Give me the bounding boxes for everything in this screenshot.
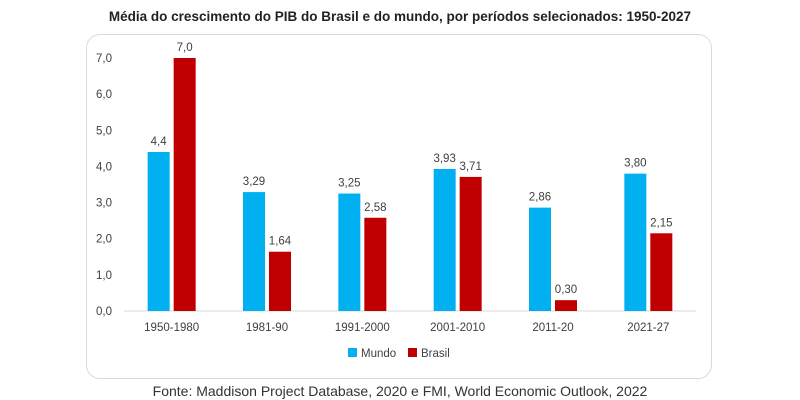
y-tick-label: 6,0 (96, 89, 112, 101)
bar-mundo (433, 168, 456, 311)
chart-title: Média do crescimento do PIB do Brasil e … (108, 9, 692, 24)
source-note: Fonte: Maddison Project Database, 2020 e… (152, 383, 648, 399)
x-tick-label: 2021-27 (627, 322, 669, 334)
legend-label: Mundo (361, 348, 396, 360)
y-tick-label: 2,0 (96, 234, 112, 246)
x-tick-label: 1991-2000 (335, 322, 390, 334)
legend-label: Brasil (421, 348, 450, 360)
y-tick-label: 4,0 (96, 161, 112, 173)
bar-brasil (459, 176, 482, 311)
data-label: 2,58 (364, 202, 386, 214)
bar-brasil (555, 300, 577, 311)
data-label: 3,80 (624, 158, 646, 170)
bar-mundo (147, 151, 170, 311)
data-label: 2,86 (529, 192, 551, 204)
data-label: 2,15 (650, 217, 672, 229)
data-label: 3,25 (338, 178, 360, 190)
data-label: 4,4 (151, 136, 168, 148)
bar-mundo (624, 173, 647, 311)
bar-brasil (269, 251, 291, 311)
bar-mundo (338, 193, 361, 311)
bar-brasil (173, 58, 196, 311)
data-label: 1,64 (269, 236, 292, 248)
y-tick-label: 7,0 (96, 53, 112, 65)
x-tick-label: 1950-1980 (144, 322, 199, 334)
bar-mundo (529, 207, 551, 311)
data-label: 3,29 (243, 176, 265, 188)
legend-swatch-mundo (348, 348, 357, 357)
y-tick-label: 5,0 (96, 125, 112, 137)
data-label: 7,0 (177, 42, 193, 54)
y-tick-label: 0,0 (96, 306, 112, 318)
legend-swatch-brasil (408, 348, 417, 357)
data-label: 3,71 (459, 161, 481, 173)
data-label: 0,30 (555, 284, 577, 296)
y-tick-label: 3,0 (96, 198, 112, 210)
x-tick-label: 1981-90 (246, 322, 288, 334)
data-label: 3,93 (433, 153, 455, 165)
x-tick-label: 2001-2010 (430, 322, 485, 334)
bar-brasil (650, 233, 673, 311)
y-tick-label: 1,0 (96, 270, 112, 282)
bar-mundo (243, 192, 265, 311)
bar-brasil (364, 217, 387, 311)
x-tick-label: 2011-20 (532, 322, 573, 334)
